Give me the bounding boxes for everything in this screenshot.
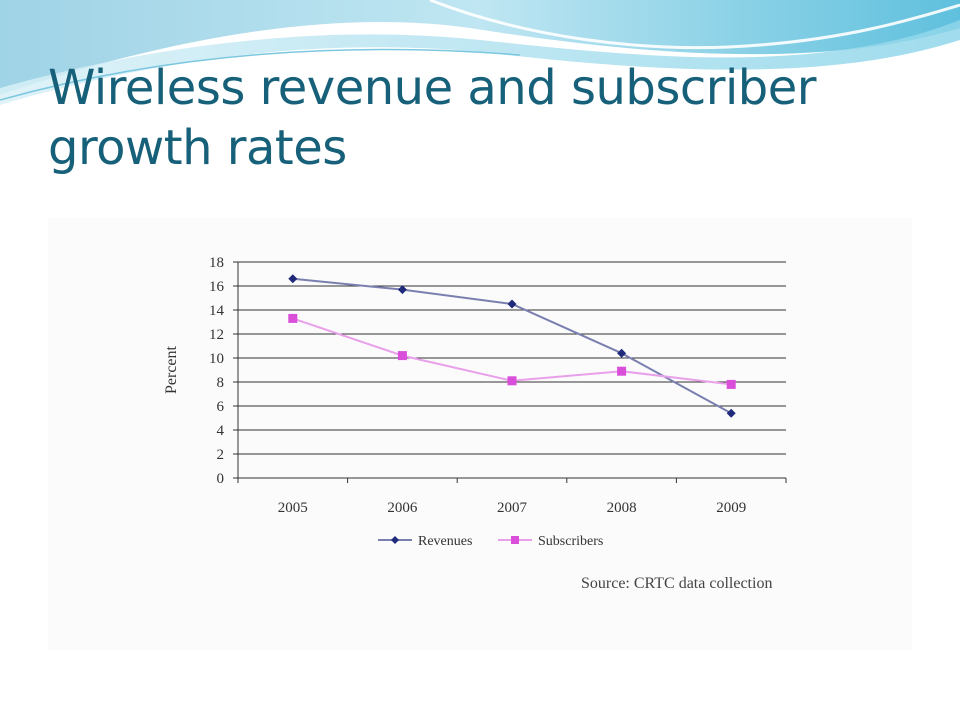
x-tick-label: 2005	[278, 500, 308, 516]
x-tick-label: 2006	[387, 500, 418, 516]
y-tick-label: 6	[217, 399, 225, 415]
y-tick-label: 0	[217, 471, 225, 487]
data-point-subscribers	[507, 376, 517, 386]
y-tick-label: 8	[217, 375, 225, 391]
y-axis-label: Percent	[163, 345, 180, 394]
source-note: Source: CRTC data collection	[581, 575, 772, 592]
y-tick-label: 10	[209, 351, 224, 367]
data-point-revenues	[617, 348, 627, 358]
data-point-subscribers	[288, 313, 298, 323]
data-point-revenues	[397, 285, 407, 295]
data-point-revenues	[288, 274, 298, 284]
y-tick-label: 14	[209, 303, 225, 319]
x-tick-label: 2008	[607, 500, 637, 516]
series-line-subscribers	[292, 317, 732, 386]
x-tick-label: 2009	[716, 500, 746, 516]
series-line-revenues	[292, 277, 732, 415]
chart-panel: 0 2 4 6 8 10 12 14 16 18 2005 2006 2007 2008 2009 Perce…	[48, 218, 912, 650]
legend-marker	[511, 536, 519, 544]
data-point-revenues	[507, 299, 517, 309]
data-point-revenues	[726, 408, 736, 418]
y-tick-label: 16	[209, 279, 225, 295]
y-tick-label: 18	[209, 255, 224, 271]
slide-title: Wireless revenue and subscriber growth r…	[48, 60, 817, 176]
data-point-subscribers	[617, 366, 627, 376]
data-point-subscribers	[397, 351, 407, 361]
data-point-subscribers	[726, 379, 736, 389]
line-chart: 0 2 4 6 8 10 12 14 16 18 2005 2006 2007 2008 2009 Perce…	[163, 255, 787, 592]
legend-label: Revenues	[418, 534, 472, 549]
legend-marker	[391, 536, 399, 544]
y-tick-label: 4	[217, 423, 225, 439]
header-wave-decoration	[0, 0, 960, 105]
y-tick-label: 12	[209, 327, 224, 343]
x-tick-label: 2007	[497, 500, 528, 516]
legend-label: Subscribers	[538, 534, 603, 549]
y-tick-label: 2	[217, 447, 225, 463]
